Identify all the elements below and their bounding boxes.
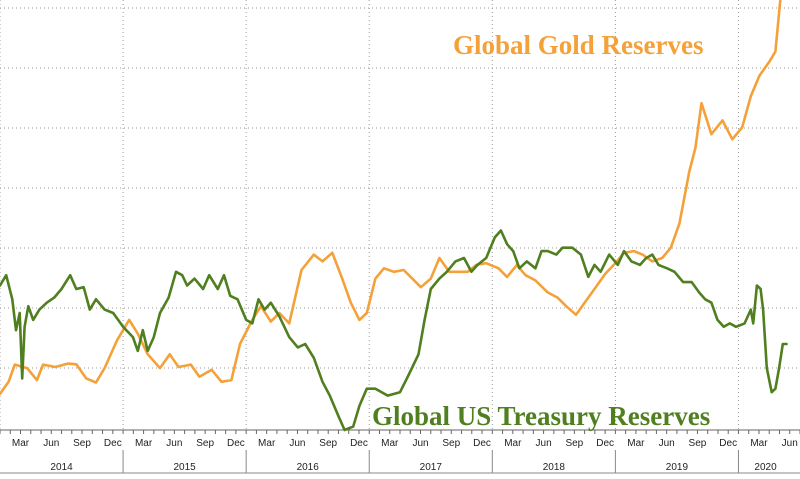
x-tick-label: Dec [596,438,614,449]
x-year-label: 2014 [50,462,73,473]
x-axis: Mar Jun Sep Dec Mar Jun Sep Dec Mar Jun Sep Dec Mar J… [0,429,800,474]
x-tick-label: Dec [473,438,491,449]
x-tick-label: Dec [227,438,245,449]
x-tick-label: Jun [536,438,552,449]
x-tick-label: Sep [319,438,337,449]
gridlines [0,0,800,430]
x-tick-label: Dec [350,438,368,449]
x-tick-label: Sep [689,438,707,449]
series-lines [0,0,788,432]
x-year-label: 2016 [297,462,320,473]
series-line-gold [0,0,782,396]
x-tick-label: Dec [719,438,737,449]
x-tick-label: Dec [104,438,122,449]
x-tick-label: Jun [166,438,182,449]
x-year-label: 2015 [173,462,196,473]
x-tick-label: Sep [196,438,214,449]
x-tick-label: Mar [627,438,645,449]
x-tick-label: Mar [258,438,276,449]
x-tick-label: Mar [750,438,768,449]
series-label-gold: Global Gold Reserves [453,30,704,60]
x-tick-label: Sep [565,438,583,449]
series-label-us-treasury: Global US Treasury Reserves [372,401,710,431]
x-tick-label: Mar [504,438,522,449]
x-tick-label: Jun [289,438,305,449]
x-year-label: 2018 [543,462,566,473]
x-tick-label: Sep [73,438,91,449]
x-tick-label: Mar [135,438,153,449]
x-tick-label: Jun [659,438,675,449]
x-year-label: 2019 [666,462,689,473]
x-tick-label: Sep [442,438,460,449]
x-year-label: 2020 [754,462,777,473]
series-line-us-treasury [0,229,788,432]
x-tick-label: Jun [43,438,59,449]
x-tick-label: Jun [412,438,428,449]
x-year-label: 2017 [420,462,443,473]
x-tick-label: Mar [381,438,399,449]
x-tick-label: Jun [782,438,798,449]
x-tick-label: Mar [12,438,30,449]
